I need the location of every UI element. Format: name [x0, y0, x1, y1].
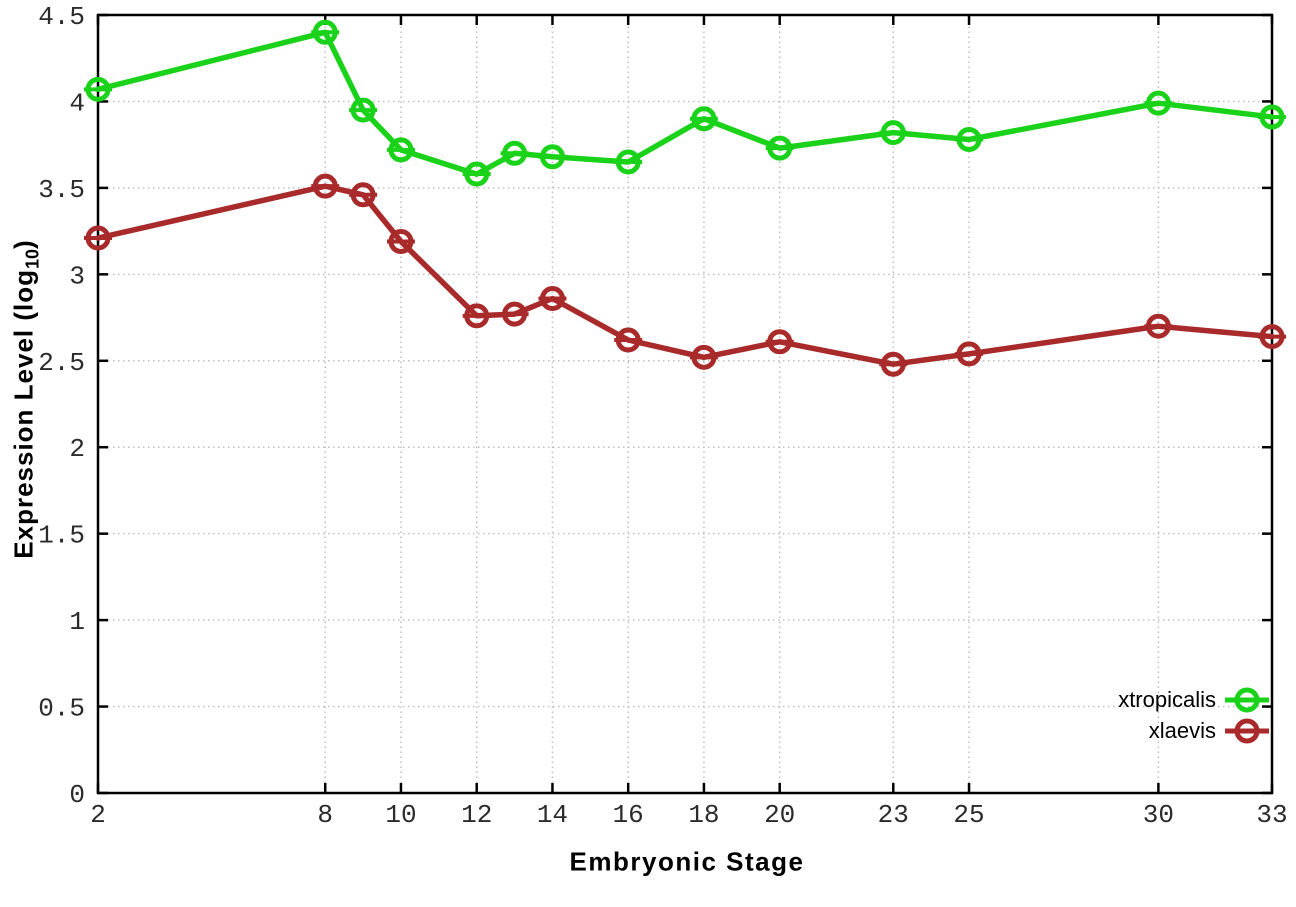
y-tick-label: 2: [69, 434, 85, 464]
data-point: [956, 341, 982, 367]
data-point: [464, 303, 490, 329]
x-tick-label: 18: [688, 800, 719, 830]
data-point: [539, 286, 565, 312]
series-xlaevis: [84, 173, 1286, 377]
legend-label-xtropicalis: xtropicalis: [1118, 687, 1216, 712]
data-point: [388, 228, 414, 254]
x-tick-label: 25: [953, 800, 984, 830]
x-tick-label: 16: [613, 800, 644, 830]
data-point: [464, 161, 490, 187]
y-tick-label: 1.5: [38, 521, 85, 551]
xtropicalis-line-marker-icon: [1225, 687, 1269, 712]
y-tick-label: 1: [69, 607, 85, 637]
y-axis-title-main: Expression Level (log: [8, 268, 39, 559]
x-tick-label: 23: [878, 800, 909, 830]
series-xtropicalis: [84, 19, 1286, 187]
data-point: [691, 106, 717, 132]
x-tick-label: 14: [537, 800, 568, 830]
data-point: [388, 137, 414, 163]
x-tick-label: 8: [317, 800, 333, 830]
y-tick-label: 2.5: [38, 348, 85, 378]
data-point: [1259, 104, 1285, 130]
data-point: [85, 225, 111, 251]
y-axis-title: Expression Level (log10): [8, 239, 43, 558]
xlaevis-line-marker-icon: [1225, 718, 1269, 743]
data-point: [1259, 324, 1285, 350]
series-line: [95, 183, 1275, 367]
legend: xtropicalis xlaevis: [1118, 684, 1269, 746]
data-point: [767, 329, 793, 355]
x-tick-label: 33: [1256, 800, 1287, 830]
axis-ticks: [96, 13, 1274, 795]
data-point: [312, 173, 338, 199]
data-point: [880, 120, 906, 146]
x-axis-title: Embryonic Stage: [569, 846, 805, 877]
y-tick-label: 3: [69, 261, 85, 291]
x-tick-label: 30: [1143, 800, 1174, 830]
y-axis-title-end: ): [8, 239, 39, 249]
series-line: [95, 29, 1275, 177]
x-tick-label: 2: [90, 800, 106, 830]
data-point: [502, 140, 528, 166]
y-tick-labels: 0 0.5 1 1.5 2 2.5 3 3.5 4 4.5: [38, 2, 85, 810]
legend-sample-marker: [1234, 718, 1260, 743]
x-tick-label: 12: [461, 800, 492, 830]
data-point: [502, 301, 528, 327]
data-point: [312, 19, 338, 45]
x-tick-label: 20: [764, 800, 795, 830]
data-point: [1145, 313, 1171, 339]
data-point: [956, 126, 982, 152]
plot-border: [96, 13, 1274, 795]
y-tick-label: 0: [69, 780, 85, 810]
y-tick-label: 3.5: [38, 175, 85, 205]
legend-item-xlaevis: xlaevis: [1149, 715, 1269, 746]
legend-sample-marker: [1234, 687, 1260, 712]
data-point: [691, 344, 717, 370]
data-point: [615, 327, 641, 353]
data-point: [1145, 90, 1171, 116]
data-point: [539, 144, 565, 170]
y-tick-label: 4: [69, 88, 85, 118]
x-tick-labels: 2 8 10 12 14 16 18 20 23 25 30 33: [90, 800, 1287, 830]
data-point: [350, 97, 376, 123]
y-tick-label: 0.5: [38, 694, 85, 724]
data-point: [615, 149, 641, 175]
x-tick-label: 10: [385, 800, 416, 830]
legend-item-xtropicalis: xtropicalis: [1118, 684, 1269, 715]
data-point: [880, 351, 906, 377]
y-axis-title-subscript: 10: [22, 248, 43, 269]
data-point: [350, 182, 376, 208]
y-tick-label: 4.5: [38, 2, 85, 32]
data-point: [767, 135, 793, 161]
legend-label-xlaevis: xlaevis: [1148, 718, 1216, 743]
data-point: [85, 76, 111, 102]
